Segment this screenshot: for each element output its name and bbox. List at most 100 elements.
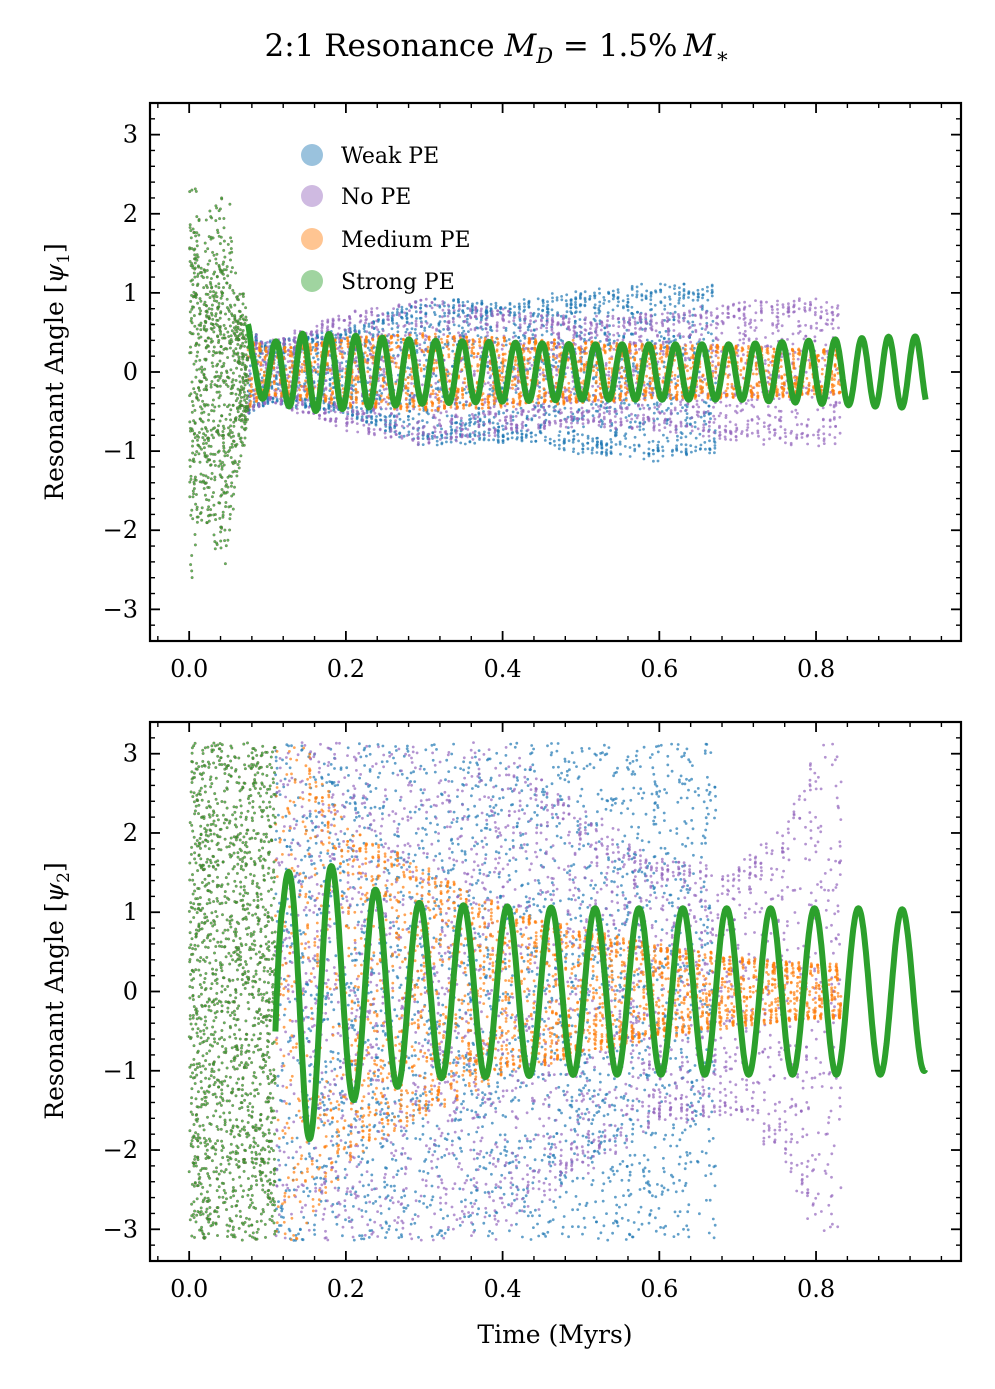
data-point xyxy=(739,373,743,377)
data-point xyxy=(477,434,480,438)
data-point xyxy=(612,333,616,337)
data-point xyxy=(433,313,437,316)
data-point xyxy=(697,410,700,414)
data-point xyxy=(520,432,524,436)
data-point xyxy=(362,323,366,327)
data-point xyxy=(691,405,695,409)
data-point xyxy=(410,327,414,331)
data-point xyxy=(261,404,265,408)
data-point xyxy=(511,335,515,339)
data-point xyxy=(644,316,647,319)
data-point xyxy=(620,389,623,393)
data-point xyxy=(810,389,814,392)
data-point xyxy=(739,409,743,413)
data-point xyxy=(668,417,672,421)
data-point xyxy=(483,382,487,386)
data-point xyxy=(444,432,448,435)
data-point xyxy=(314,336,318,340)
data-point xyxy=(642,451,646,455)
data-point xyxy=(792,299,796,303)
data-point xyxy=(382,373,386,376)
data-point xyxy=(414,305,417,309)
data-point xyxy=(777,397,781,400)
data-point xyxy=(782,312,785,316)
data-point xyxy=(460,427,464,431)
data-point xyxy=(634,414,637,417)
data-point xyxy=(617,300,620,304)
data-point xyxy=(608,348,612,352)
data-point xyxy=(681,406,684,409)
data-point xyxy=(479,309,483,313)
data-point xyxy=(360,415,364,419)
data-point xyxy=(352,384,355,388)
data-point xyxy=(405,317,409,320)
data-point xyxy=(684,418,688,422)
data-point xyxy=(594,329,598,332)
data-point xyxy=(504,427,508,430)
data-point xyxy=(414,319,418,323)
data-point xyxy=(713,451,716,455)
data-point xyxy=(504,329,508,332)
data-point xyxy=(571,440,575,444)
data-point xyxy=(389,429,393,433)
data-point xyxy=(567,431,570,434)
data-point xyxy=(538,372,542,376)
data-point xyxy=(536,404,540,408)
data-point xyxy=(640,298,644,302)
data-point xyxy=(691,320,695,324)
data-point xyxy=(275,366,279,370)
data-point xyxy=(307,411,310,414)
data-point xyxy=(563,386,567,389)
data-point xyxy=(375,319,378,323)
data-point xyxy=(662,336,666,340)
data-point xyxy=(489,383,492,387)
data-point xyxy=(803,302,807,305)
data-point xyxy=(718,434,721,438)
data-point xyxy=(594,403,598,406)
data-point xyxy=(393,357,397,360)
data-point xyxy=(586,434,590,438)
data-point xyxy=(323,411,326,415)
data-point xyxy=(807,418,810,421)
data-point xyxy=(279,402,283,406)
data-point xyxy=(760,318,763,322)
data-point xyxy=(675,448,678,451)
data-point xyxy=(598,408,602,411)
data-point xyxy=(404,314,408,318)
data-point xyxy=(607,374,611,377)
data-point xyxy=(793,310,796,313)
data-point xyxy=(658,331,662,334)
data-point xyxy=(518,315,521,319)
data-point xyxy=(529,311,533,315)
data-point xyxy=(473,434,477,438)
data-point xyxy=(694,436,698,440)
data-point xyxy=(292,336,296,340)
data-point xyxy=(573,392,576,396)
data-point xyxy=(710,294,714,298)
data-point xyxy=(719,411,722,415)
data-point xyxy=(364,321,367,325)
data-point xyxy=(538,429,542,433)
data-point xyxy=(663,304,667,308)
data-point xyxy=(724,416,728,419)
data-point xyxy=(449,437,453,441)
data-point xyxy=(530,347,533,350)
data-point xyxy=(402,434,406,438)
data-point xyxy=(418,343,422,346)
data-point xyxy=(449,440,453,444)
data-point xyxy=(405,434,409,437)
data-point xyxy=(678,291,681,294)
data-point xyxy=(669,312,672,315)
data-point xyxy=(355,417,359,421)
data-point xyxy=(535,327,538,331)
data-point xyxy=(324,379,328,382)
data-point xyxy=(679,403,682,406)
data-point xyxy=(501,441,505,444)
data-point xyxy=(550,348,553,352)
data-point xyxy=(516,436,519,439)
data-point xyxy=(340,384,344,387)
data-point xyxy=(762,425,766,428)
data-point xyxy=(590,336,594,339)
data-point xyxy=(451,349,455,353)
